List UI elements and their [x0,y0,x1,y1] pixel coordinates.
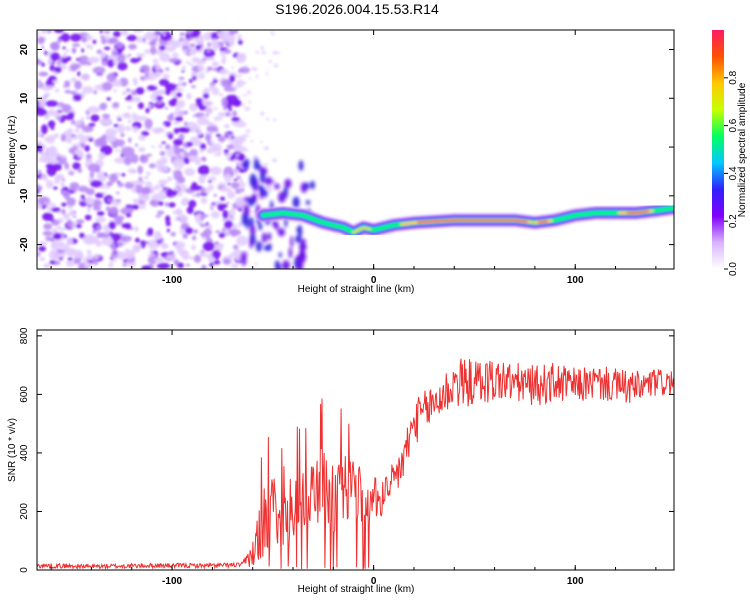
spectrogram-xtick-label: 0 [371,275,377,286]
spectrogram-xlabel: Height of straight line (km) [298,284,415,295]
snr-xtick-label: -100 [162,576,182,587]
spectrogram-ytick-label: 10 [19,92,30,104]
snr-xtick-label: 100 [567,576,584,587]
snr-xtick-label: 0 [371,576,377,587]
spectrogram-signal-track [241,158,674,269]
colorbar-ticks: 0.0 0.2 0.4 0.6 0.8 [724,70,739,276]
spectrogram-ylabel: Frequency (Hz) [7,116,18,185]
snr-ticks: -100 0 100 0 200 400 600 800 [19,327,674,587]
spectrogram-ytick-label: 20 [19,44,30,56]
colorbar-tick-label: 0.4 [728,166,739,180]
colorbar: 0.0 0.2 0.4 0.6 0.8 Normalized spectral ampl… [712,30,748,276]
snr-series [37,358,674,570]
spectrogram-frame [36,29,675,270]
colorbar-tick-label: 0.6 [728,118,739,132]
spectrogram-xtick-label: -100 [162,275,182,286]
snr-ytick-label: 0 [19,567,30,573]
spectrogram-ytick-label: 0 [19,144,30,150]
snr-ytick-label: 200 [19,503,30,520]
snr-panel: -100 0 100 0 200 400 600 800 Height of straight… [7,327,675,595]
spectrogram-ytick-label: -20 [19,237,30,252]
snr-ytick-label: 800 [19,327,30,344]
snr-xlabel: Height of straight line (km) [298,584,415,595]
figure-title: S196.2026.004.15.53.R14 [275,1,439,17]
spectrogram-xtick-label: 100 [567,275,584,286]
colorbar-tick-label: 0.2 [728,214,739,228]
snr-line [37,358,674,570]
colorbar-tick-label: 0.0 [728,262,739,276]
snr-ytick-label: 600 [19,386,30,403]
colorbar-tick-label: 0.8 [728,70,739,84]
spectrogram-noise [37,30,281,269]
colorbar-label: Normalized spectral amplitude [737,82,748,217]
colorbar-gradient [712,30,724,269]
snr-ylabel: SNR (10 * v/v) [7,418,18,482]
snr-frame [36,329,675,571]
spectrogram-ytick-label: -10 [19,188,30,203]
snr-ytick-label: 400 [19,444,30,461]
